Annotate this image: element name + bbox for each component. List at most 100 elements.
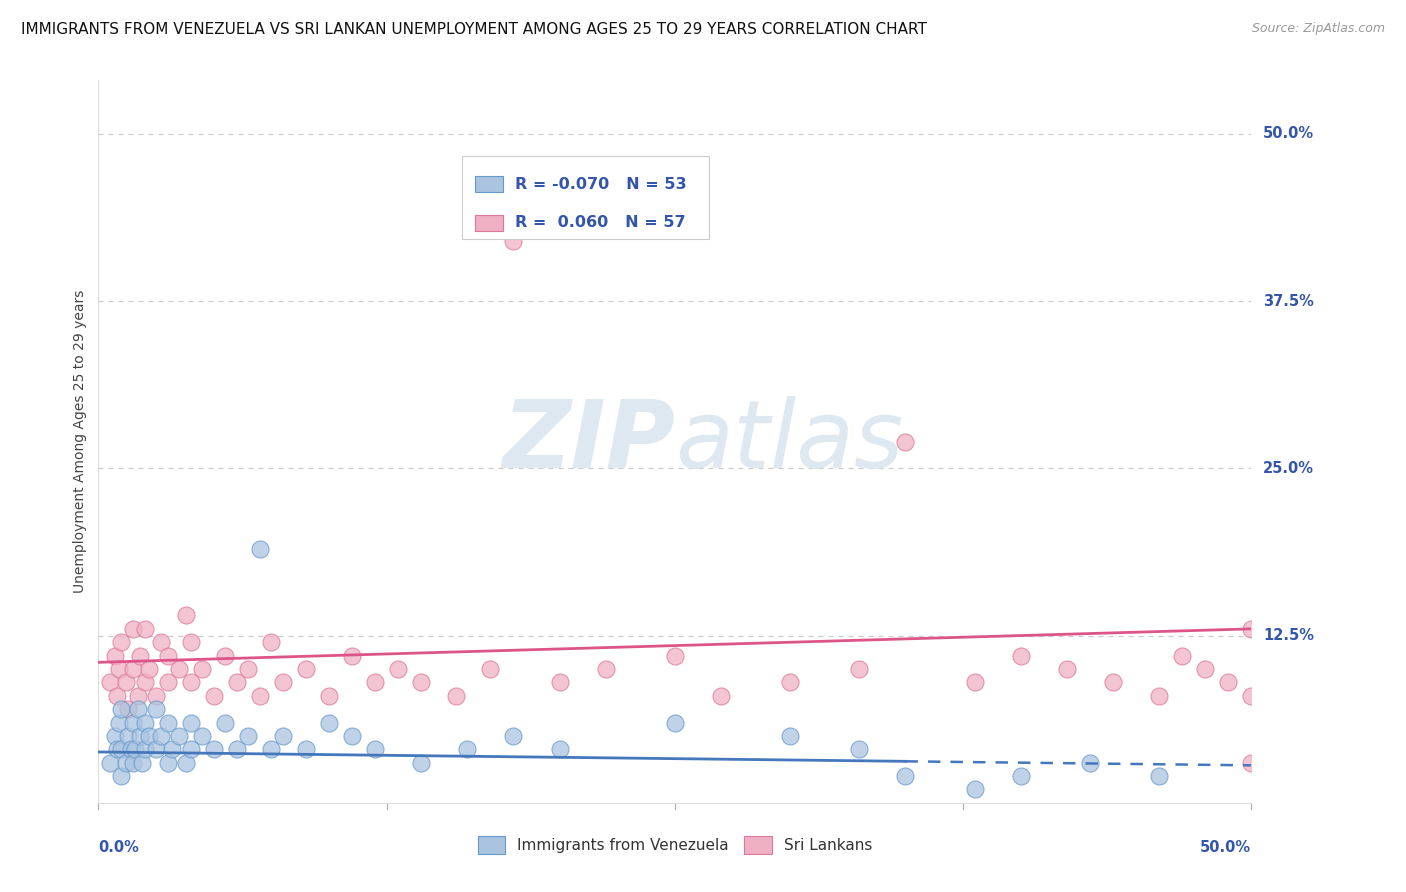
Point [1147,769,1170,783]
Point [225,742,247,756]
Point [110,702,132,716]
Point [963,675,986,690]
Point [149,635,172,649]
Point [214,715,236,730]
Point [260,742,283,756]
Point [502,234,524,248]
Point [110,769,132,783]
Point [387,662,409,676]
Point [595,662,617,676]
Text: R = -0.070   N = 53: R = -0.070 N = 53 [515,177,686,192]
Point [238,662,260,676]
Point [444,689,467,703]
Text: 0.0%: 0.0% [98,840,139,855]
Point [117,702,139,716]
Point [295,662,318,676]
Point [134,622,156,636]
Point [122,756,145,770]
Point [156,756,179,770]
Point [225,675,247,690]
Text: 25.0%: 25.0% [1263,461,1313,475]
Text: atlas: atlas [675,396,903,487]
Point [340,729,363,743]
Point [124,742,146,756]
Point [779,675,801,690]
Point [167,729,190,743]
Point [214,648,236,663]
Point [271,675,294,690]
FancyBboxPatch shape [475,177,503,193]
Point [1240,756,1263,770]
Point [249,541,271,556]
FancyBboxPatch shape [461,156,710,239]
Text: 37.5%: 37.5% [1263,293,1313,309]
Point [318,689,340,703]
Point [120,742,142,756]
Point [145,702,167,716]
Point [271,729,294,743]
Point [180,675,202,690]
Point [1194,662,1216,676]
Point [98,756,121,770]
Point [963,782,986,797]
Point [156,675,179,690]
Point [180,742,202,756]
Point [848,662,870,676]
Point [848,742,870,756]
Point [167,662,190,676]
Text: 50.0%: 50.0% [1263,127,1315,141]
Point [156,648,179,663]
Point [456,742,478,756]
Point [894,434,917,449]
Text: Source: ZipAtlas.com: Source: ZipAtlas.com [1251,22,1385,36]
Point [894,769,917,783]
Point [1171,648,1194,663]
Point [174,756,197,770]
Point [108,662,131,676]
Point [134,742,156,756]
Point [479,662,502,676]
Point [411,675,433,690]
Point [502,729,524,743]
Point [134,675,156,690]
Point [110,635,132,649]
Point [180,635,202,649]
Point [340,648,363,663]
Point [122,715,145,730]
Y-axis label: Unemployment Among Ages 25 to 29 years: Unemployment Among Ages 25 to 29 years [73,290,87,593]
Point [1218,675,1240,690]
Point [115,675,138,690]
Point [134,715,156,730]
Point [180,715,202,730]
Point [103,729,125,743]
Point [191,662,214,676]
Point [238,729,260,743]
Point [779,729,801,743]
Point [411,756,433,770]
Point [117,729,139,743]
Point [1102,675,1125,690]
Point [105,742,128,756]
Point [664,648,686,663]
Point [122,622,145,636]
Point [710,689,733,703]
Point [548,675,571,690]
Text: R =  0.060   N = 57: R = 0.060 N = 57 [515,215,686,230]
Point [108,715,131,730]
Point [149,729,172,743]
Point [1147,689,1170,703]
Point [1056,662,1078,676]
Point [131,756,153,770]
Point [129,648,152,663]
Point [105,689,128,703]
Point [138,662,160,676]
Text: ZIP: ZIP [502,395,675,488]
FancyBboxPatch shape [475,215,503,230]
Legend: Immigrants from Venezuela, Sri Lankans: Immigrants from Venezuela, Sri Lankans [471,830,879,860]
Point [110,742,132,756]
Text: IMMIGRANTS FROM VENEZUELA VS SRI LANKAN UNEMPLOYMENT AMONG AGES 25 TO 29 YEARS C: IMMIGRANTS FROM VENEZUELA VS SRI LANKAN … [21,22,927,37]
Point [145,689,167,703]
Point [1078,756,1101,770]
Point [664,715,686,730]
Point [115,756,138,770]
